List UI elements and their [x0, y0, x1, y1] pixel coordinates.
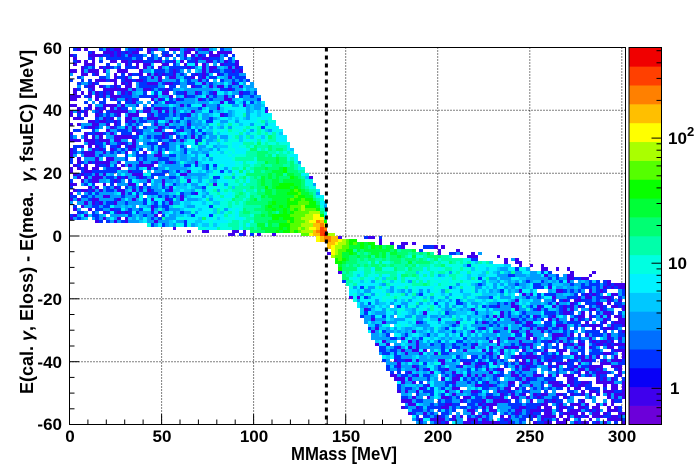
svg-text:60: 60	[43, 39, 62, 58]
svg-text:0: 0	[65, 427, 74, 446]
svg-text:MMass [MeV]: MMass [MeV]	[291, 444, 397, 464]
svg-text:0: 0	[53, 227, 62, 246]
svg-text:50: 50	[153, 427, 172, 446]
svg-text:2: 2	[687, 124, 694, 139]
svg-text:100: 100	[240, 427, 268, 446]
svg-text:20: 20	[43, 164, 62, 183]
svg-text:200: 200	[424, 427, 452, 446]
svg-text:40: 40	[43, 101, 62, 120]
svg-text:-20: -20	[37, 290, 62, 309]
svg-text:150: 150	[332, 427, 360, 446]
svg-text:-40: -40	[37, 353, 62, 372]
svg-text:250: 250	[516, 427, 544, 446]
svg-text:E(cal. γ, Eloss) - E(mea. γ,: E(cal. γ, Eloss) - E(mea. γ, fsuEC) [MeV…	[17, 50, 37, 394]
svg-text:-60: -60	[37, 415, 62, 434]
svg-text:1: 1	[670, 379, 679, 398]
svg-text:300: 300	[608, 427, 636, 446]
svg-text:10: 10	[668, 254, 687, 273]
svg-text:10: 10	[668, 129, 687, 148]
